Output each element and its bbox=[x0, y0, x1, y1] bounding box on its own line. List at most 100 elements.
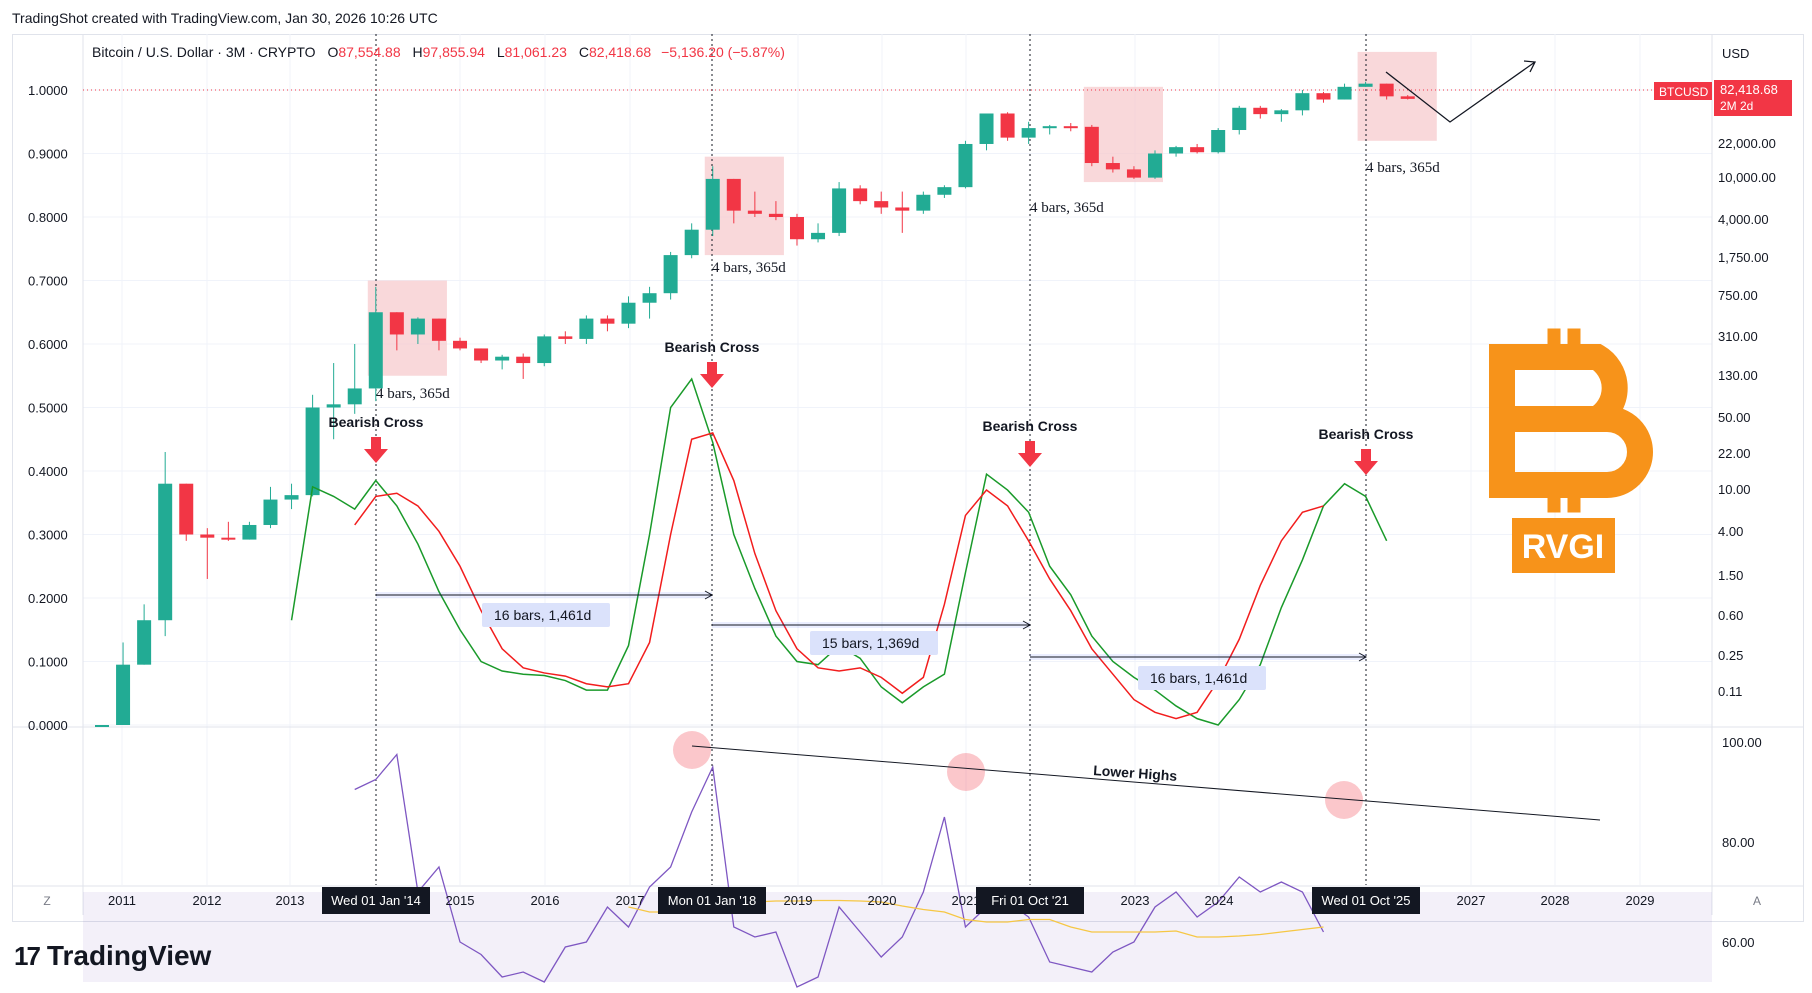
symbol-name[interactable]: Bitcoin / U.S. Dollar · 3M · CRYPTO bbox=[92, 44, 316, 60]
bearish-cross-label: Bearish Cross bbox=[329, 414, 424, 430]
candle-body[interactable] bbox=[789, 217, 804, 240]
high-value: 97,855.94 bbox=[422, 44, 485, 60]
time-axis-tick: 2024 bbox=[1205, 893, 1234, 908]
time-highlight-bg bbox=[1312, 887, 1420, 914]
close-label: C bbox=[578, 44, 589, 60]
time-highlight-bg bbox=[976, 887, 1084, 914]
candle-body[interactable] bbox=[874, 201, 889, 208]
time-axis-tick: 2027 bbox=[1457, 893, 1486, 908]
candle-body[interactable] bbox=[684, 229, 699, 256]
candle-body[interactable] bbox=[1105, 163, 1120, 170]
candle-body[interactable] bbox=[221, 537, 236, 540]
candle-body[interactable] bbox=[453, 340, 468, 349]
candle-body[interactable] bbox=[1379, 83, 1394, 97]
candle-body[interactable] bbox=[284, 495, 299, 500]
candle-body[interactable] bbox=[495, 356, 510, 361]
tradingview-brand[interactable]: 17 TradingView bbox=[14, 940, 211, 972]
candle-body[interactable] bbox=[1253, 107, 1268, 115]
candle-body[interactable] bbox=[1316, 93, 1331, 100]
candle-body[interactable] bbox=[937, 187, 952, 195]
candle-body[interactable] bbox=[895, 207, 910, 211]
timezone-button: Z bbox=[43, 894, 50, 908]
candle-body[interactable] bbox=[158, 483, 173, 621]
candle-body[interactable] bbox=[579, 318, 594, 339]
candle-body[interactable] bbox=[95, 725, 109, 727]
symbol-legend[interactable]: Bitcoin / U.S. Dollar · 3M · CRYPTO O87,… bbox=[92, 44, 785, 60]
time-axis-tick: 2020 bbox=[868, 893, 897, 908]
candle-body[interactable] bbox=[1084, 126, 1099, 164]
time-axis-tick: 2029 bbox=[1626, 893, 1655, 908]
candle-body[interactable] bbox=[537, 336, 552, 364]
candle-body[interactable] bbox=[1063, 126, 1078, 129]
candle-body[interactable] bbox=[516, 356, 531, 364]
left-axis-tick: 1.0000 bbox=[28, 83, 68, 98]
ticker-tag-bg bbox=[1654, 82, 1712, 100]
candle-body[interactable] bbox=[1042, 126, 1057, 129]
bearish-cross-arrow-icon bbox=[1354, 449, 1378, 475]
candle-body[interactable] bbox=[958, 143, 973, 188]
candle-body[interactable] bbox=[768, 213, 783, 217]
range-arrowhead bbox=[704, 590, 714, 600]
candle-body[interactable] bbox=[1232, 107, 1247, 131]
candle-body[interactable] bbox=[621, 302, 636, 324]
candle-body[interactable] bbox=[916, 194, 931, 211]
candle-body[interactable] bbox=[1358, 83, 1373, 87]
candle-body[interactable] bbox=[137, 620, 152, 665]
candle-body[interactable] bbox=[811, 232, 826, 240]
candle-body[interactable] bbox=[200, 534, 215, 538]
candle-body[interactable] bbox=[242, 524, 257, 540]
candle-body[interactable] bbox=[431, 318, 446, 341]
candle-body[interactable] bbox=[853, 188, 868, 202]
right-axis-tick: 50.00 bbox=[1718, 410, 1751, 425]
cycle-box-label: 4 bars, 365d bbox=[712, 260, 786, 276]
auto-scale-button: A bbox=[1753, 894, 1761, 908]
candle-body[interactable] bbox=[1400, 96, 1415, 99]
bearish-cross-label: Bearish Cross bbox=[665, 339, 760, 355]
candle-body[interactable] bbox=[726, 178, 741, 211]
range-label-bg bbox=[810, 631, 938, 655]
candle-body[interactable] bbox=[663, 255, 678, 294]
range-label: 16 bars, 1,461d bbox=[1150, 670, 1247, 686]
candle-body[interactable] bbox=[1295, 93, 1310, 111]
brand-name: TradingView bbox=[46, 940, 212, 971]
candle-body[interactable] bbox=[347, 388, 362, 405]
rvgi-badge-bg bbox=[1512, 518, 1615, 573]
candle-body[interactable] bbox=[1000, 113, 1015, 138]
candle-body[interactable] bbox=[326, 404, 341, 408]
candle-body[interactable] bbox=[263, 499, 278, 525]
candle-body[interactable] bbox=[558, 336, 573, 339]
projection-arrowhead bbox=[1523, 60, 1537, 73]
candle-body[interactable] bbox=[410, 318, 425, 335]
candle-body[interactable] bbox=[389, 312, 404, 335]
rsi-line bbox=[354, 752, 1325, 988]
close-value: 82,418.68 bbox=[588, 44, 652, 60]
candle-body[interactable] bbox=[642, 293, 657, 303]
time-highlight-bg bbox=[658, 887, 766, 914]
left-axis-tick: 0.6000 bbox=[28, 337, 68, 352]
candle-body[interactable] bbox=[1211, 130, 1226, 153]
candle-body[interactable] bbox=[1126, 169, 1141, 178]
candle-body[interactable] bbox=[474, 348, 489, 361]
candle-body[interactable] bbox=[600, 318, 615, 324]
candle-body[interactable] bbox=[1148, 153, 1162, 178]
rsi-axis-tick: 80.00 bbox=[1722, 835, 1755, 850]
candle-body[interactable] bbox=[832, 188, 847, 233]
candle-body[interactable] bbox=[1274, 110, 1289, 115]
candle-body[interactable] bbox=[747, 210, 762, 214]
candle-body[interactable] bbox=[179, 483, 194, 535]
candle-body[interactable] bbox=[368, 312, 383, 389]
rsi-peak-circle bbox=[947, 753, 985, 791]
right-axis-tick: 0.25 bbox=[1718, 648, 1743, 663]
candle-body[interactable] bbox=[305, 407, 320, 496]
cycle-box-label: 4 bars, 365d bbox=[1366, 160, 1440, 176]
candle-body[interactable] bbox=[1190, 147, 1205, 153]
candle-body[interactable] bbox=[1337, 86, 1352, 100]
candle-body[interactable] bbox=[1021, 128, 1036, 138]
header-caption: TradingShot created with TradingView.com… bbox=[12, 10, 438, 26]
candle-body[interactable] bbox=[1169, 147, 1184, 154]
candle-body[interactable] bbox=[979, 113, 994, 144]
candle-body[interactable] bbox=[116, 664, 131, 725]
candle-body[interactable] bbox=[705, 178, 720, 230]
lower-highs-label: Lower Highs bbox=[1093, 762, 1178, 784]
